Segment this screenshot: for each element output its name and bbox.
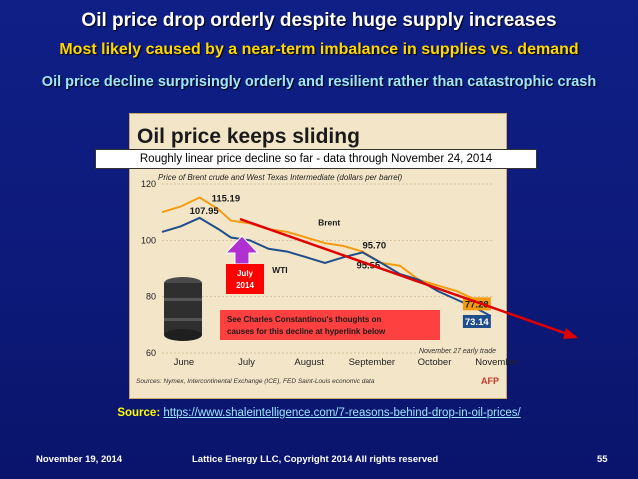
chart-note: November 27 early trade <box>419 348 496 355</box>
slide-title: Oil price drop orderly despite huge supp… <box>81 10 557 31</box>
source-line: Source: https://www.shaleintelligence.co… <box>0 407 638 419</box>
data-label: Brent <box>318 218 340 228</box>
data-label: 107.95 <box>190 206 220 217</box>
data-label-box <box>462 314 491 328</box>
afp-logo: AFP <box>481 376 499 386</box>
oil-barrels-illustration <box>164 277 202 341</box>
footer-date: November 19, 2014 <box>36 454 123 465</box>
data-label: 77.28 <box>465 299 489 310</box>
july-marker-label: 2014 <box>236 281 254 290</box>
footer-page-number: 55 <box>597 454 608 465</box>
x-tick-label: August <box>294 357 324 368</box>
x-tick-label: September <box>349 357 395 368</box>
july-marker-box <box>226 264 264 294</box>
chart-source-note: Sources: Nymex, Intercontinental Exchang… <box>136 378 375 385</box>
x-tick-label: July <box>238 357 255 368</box>
series-line-brent <box>161 196 492 306</box>
y-tick-label: 100 <box>141 235 156 245</box>
barrel-hoop <box>164 318 202 321</box>
source-link[interactable]: https://www.shaleintelligence.com/7-reas… <box>163 407 521 419</box>
callout-box: Roughly linear price decline so far - da… <box>95 149 537 169</box>
series-line-wti <box>161 216 492 317</box>
y-tick-label: 60 <box>146 348 156 358</box>
trend-arrowhead <box>563 328 578 339</box>
data-label: 73.14 <box>465 317 489 328</box>
chart-subtitle: Price of Brent crude and West Texas Inte… <box>158 173 402 182</box>
data-label: 95.55 <box>356 260 380 271</box>
x-tick-label: November <box>475 357 519 368</box>
barrel-body <box>164 283 202 335</box>
chart-title: Oil price keeps sliding <box>137 125 360 148</box>
trend-line <box>239 217 577 339</box>
barrel-hoop <box>164 298 202 301</box>
y-tick-label: 120 <box>141 179 156 189</box>
data-label: WTI <box>272 265 288 275</box>
y-tick-label: 80 <box>146 292 156 302</box>
slide-subtitle: Most likely caused by a near-term imbala… <box>59 41 579 58</box>
data-label: 115.19 <box>212 194 241 205</box>
july-marker-label: July <box>237 269 254 278</box>
data-label: 95.70 <box>362 240 386 251</box>
thoughts-line-1: See Charles Constantinou's thoughts on <box>227 315 381 324</box>
x-tick-label: October <box>418 357 452 368</box>
slide-subtitle-2: Oil price decline surprisingly orderly a… <box>41 74 597 90</box>
barrel-bottom <box>164 329 202 341</box>
thoughts-line-2: causes for this decline at hyperlink bel… <box>227 327 386 336</box>
source-label: Source: <box>117 407 161 419</box>
footer-copyright: Lattice Energy LLC, Copyright 2014 All r… <box>192 454 439 465</box>
thoughts-box <box>220 310 440 340</box>
x-tick-label: June <box>174 357 195 368</box>
